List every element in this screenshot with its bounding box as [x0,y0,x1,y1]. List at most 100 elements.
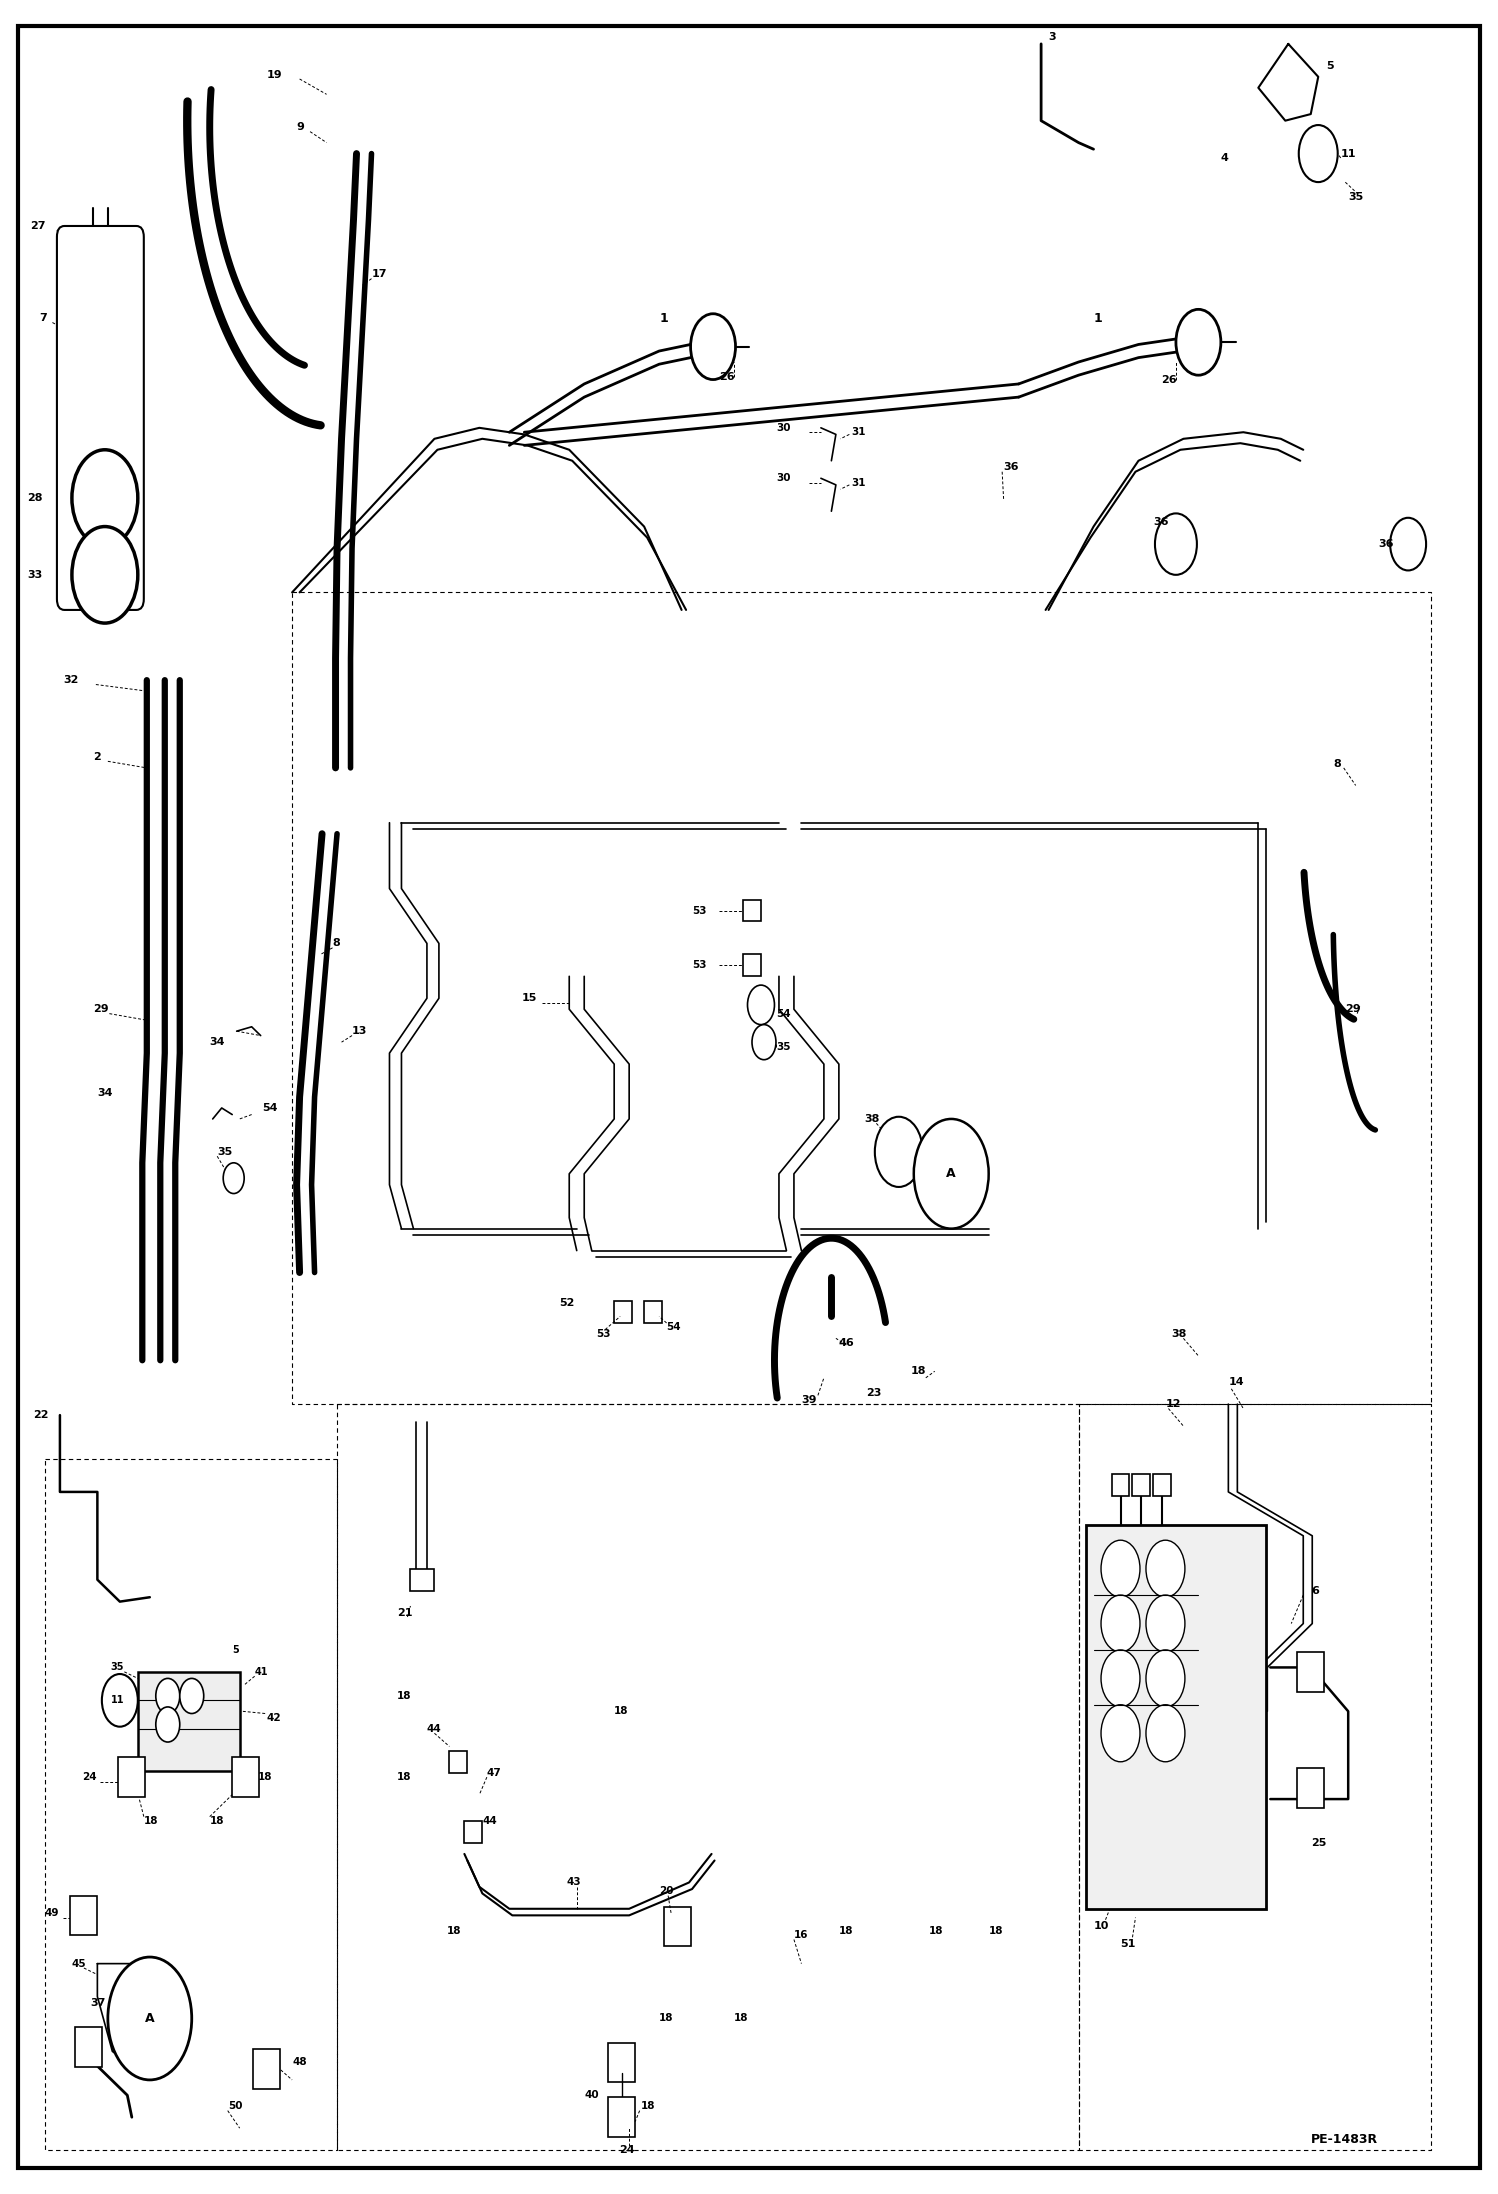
Circle shape [1146,1705,1185,1762]
Circle shape [156,1707,180,1742]
Circle shape [914,1119,989,1229]
Text: 8: 8 [333,939,340,948]
Bar [644,1301,662,1323]
Text: 52: 52 [559,1299,574,1308]
Text: 18: 18 [258,1773,273,1782]
Circle shape [1101,1650,1140,1707]
Circle shape [102,1674,138,1727]
Bar [253,2049,280,2089]
Circle shape [1101,1540,1140,1597]
Text: 34: 34 [210,1038,225,1047]
Circle shape [223,1163,244,1194]
Text: 36: 36 [1004,463,1019,472]
Text: PE-1483R: PE-1483R [1311,2133,1378,2146]
Text: 29: 29 [93,1005,108,1014]
Text: 18: 18 [659,2014,674,2023]
Circle shape [180,1678,204,1714]
Text: 45: 45 [72,1959,87,1968]
Bar [449,1751,467,1773]
Bar [70,1896,97,1935]
Bar [664,1907,691,1946]
Bar [1297,1652,1324,1692]
Bar [1086,1525,1266,1909]
Text: 30: 30 [776,474,791,483]
Text: 11: 11 [111,1696,124,1705]
Bar [1297,1768,1324,1808]
Text: 26: 26 [1161,375,1176,384]
Bar [614,1301,632,1323]
Text: 24: 24 [619,2146,634,2155]
Text: 29: 29 [1345,1005,1360,1014]
Bar [608,2043,635,2082]
Circle shape [748,985,774,1025]
Circle shape [1176,309,1221,375]
Text: 35: 35 [1348,193,1363,202]
Text: 19: 19 [267,70,282,79]
Text: 3: 3 [1049,33,1056,42]
Text: 6: 6 [1311,1586,1318,1595]
Text: 54: 54 [776,1009,791,1018]
Circle shape [1101,1705,1140,1762]
Text: A: A [145,2012,154,2025]
Text: 26: 26 [719,373,734,382]
Circle shape [691,314,736,380]
Text: 18: 18 [397,1692,412,1700]
Text: 11: 11 [1341,149,1356,158]
Text: 31: 31 [851,478,866,487]
Bar [75,2027,102,2067]
Text: 4: 4 [1221,154,1228,162]
Text: A: A [947,1167,956,1180]
Circle shape [1146,1595,1185,1652]
Bar [743,900,761,921]
Text: 54: 54 [667,1323,682,1332]
Text: 30: 30 [776,423,791,432]
Text: 31: 31 [851,428,866,437]
Text: 20: 20 [659,1887,674,1896]
Text: 39: 39 [801,1395,816,1404]
Text: 35: 35 [111,1663,124,1672]
Circle shape [1299,125,1338,182]
Text: 5: 5 [232,1646,240,1654]
Text: 38: 38 [864,1115,879,1123]
Text: 53: 53 [692,906,707,915]
Circle shape [1146,1650,1185,1707]
Text: 34: 34 [97,1088,112,1097]
Text: 32: 32 [63,676,78,685]
Bar [608,2097,635,2137]
Text: 24: 24 [82,1773,97,1782]
Bar [743,954,761,976]
Circle shape [1146,1540,1185,1597]
Text: 23: 23 [866,1389,881,1398]
FancyBboxPatch shape [57,226,144,610]
Text: 18: 18 [734,2014,749,2023]
Text: 14: 14 [1228,1378,1243,1387]
Text: 9: 9 [297,123,304,132]
Text: 1: 1 [1094,312,1103,325]
Text: 22: 22 [33,1411,48,1420]
Text: 18: 18 [929,1926,944,1935]
Text: 27: 27 [30,222,45,230]
Text: 1: 1 [659,312,668,325]
Text: 10: 10 [1094,1922,1109,1931]
Text: 18: 18 [911,1367,926,1376]
Text: 36: 36 [1378,540,1393,548]
Text: 18: 18 [989,1926,1004,1935]
Circle shape [1101,1595,1140,1652]
Text: 15: 15 [521,994,536,1003]
Text: 53: 53 [596,1330,611,1338]
Text: 47: 47 [487,1768,502,1777]
Text: 51: 51 [1121,1939,1135,1948]
Circle shape [1390,518,1426,570]
Text: 38: 38 [1171,1330,1186,1338]
Text: 41: 41 [255,1667,268,1676]
Text: 44: 44 [427,1724,442,1733]
Text: 12: 12 [1165,1400,1180,1409]
Text: 18: 18 [641,2102,656,2111]
Circle shape [108,1957,192,2080]
Circle shape [156,1678,180,1714]
Text: 37: 37 [90,1999,105,2008]
Text: 28: 28 [27,494,42,502]
Text: 40: 40 [584,2091,599,2100]
Circle shape [1155,513,1197,575]
Text: 2: 2 [93,753,100,761]
